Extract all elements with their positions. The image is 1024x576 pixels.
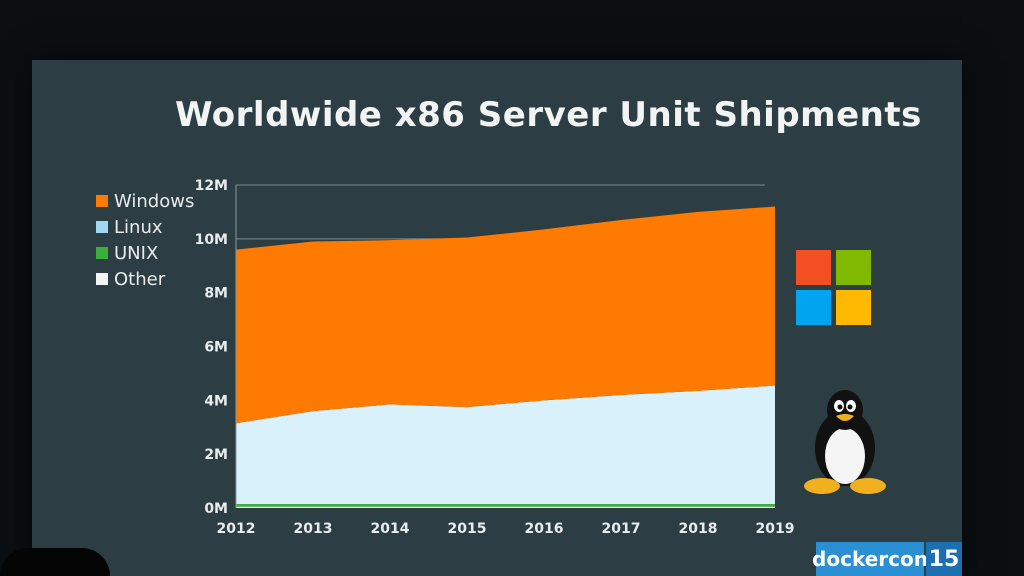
legend-label-other: Other bbox=[114, 268, 166, 290]
x-tick-label: 2013 bbox=[294, 521, 333, 537]
y-tick-label: 8M bbox=[204, 286, 228, 302]
y-tick-label: 10M bbox=[195, 232, 228, 248]
x-tick-label: 2014 bbox=[371, 521, 410, 537]
dockercon-number: 15 bbox=[926, 542, 962, 576]
legend-item-other: Other bbox=[96, 266, 194, 292]
legend-item-unix: UNIX bbox=[96, 240, 194, 266]
area-series-unix bbox=[236, 503, 775, 507]
x-tick-label: 2016 bbox=[525, 521, 564, 537]
legend-swatch-other bbox=[96, 273, 108, 285]
legend-swatch-windows bbox=[96, 195, 108, 207]
audience-silhouette bbox=[0, 548, 110, 576]
x-tick-label: 2017 bbox=[602, 521, 641, 537]
x-tick-label: 2018 bbox=[679, 521, 718, 537]
x-tick-label: 2019 bbox=[756, 521, 795, 537]
chart-title: Worldwide x86 Server Unit Shipments bbox=[175, 95, 922, 135]
y-tick-label: 6M bbox=[204, 340, 228, 356]
dockercon-badge: dockercon bbox=[812, 542, 928, 576]
area-series-linux bbox=[236, 385, 775, 504]
legend: Windows Linux UNIX Other bbox=[96, 188, 194, 292]
legend-label-unix: UNIX bbox=[114, 242, 159, 264]
legend-label-windows: Windows bbox=[114, 190, 195, 212]
y-tick-label: 12M bbox=[195, 178, 228, 194]
microsoft-logo-icon bbox=[796, 250, 871, 325]
legend-item-linux: Linux bbox=[96, 214, 194, 240]
x-tick-label: 2015 bbox=[448, 521, 487, 537]
y-tick-label: 2M bbox=[204, 447, 228, 463]
area-series-other bbox=[236, 506, 775, 508]
area-series-windows bbox=[236, 206, 775, 424]
legend-label-linux: Linux bbox=[114, 216, 163, 238]
legend-swatch-unix bbox=[96, 247, 108, 259]
legend-item-windows: Windows bbox=[96, 188, 194, 214]
y-tick-label: 0M bbox=[204, 501, 228, 517]
legend-swatch-linux bbox=[96, 221, 108, 233]
y-tick-label: 4M bbox=[204, 393, 228, 409]
linux-tux-icon bbox=[804, 390, 886, 494]
x-tick-label: 2012 bbox=[217, 521, 256, 537]
